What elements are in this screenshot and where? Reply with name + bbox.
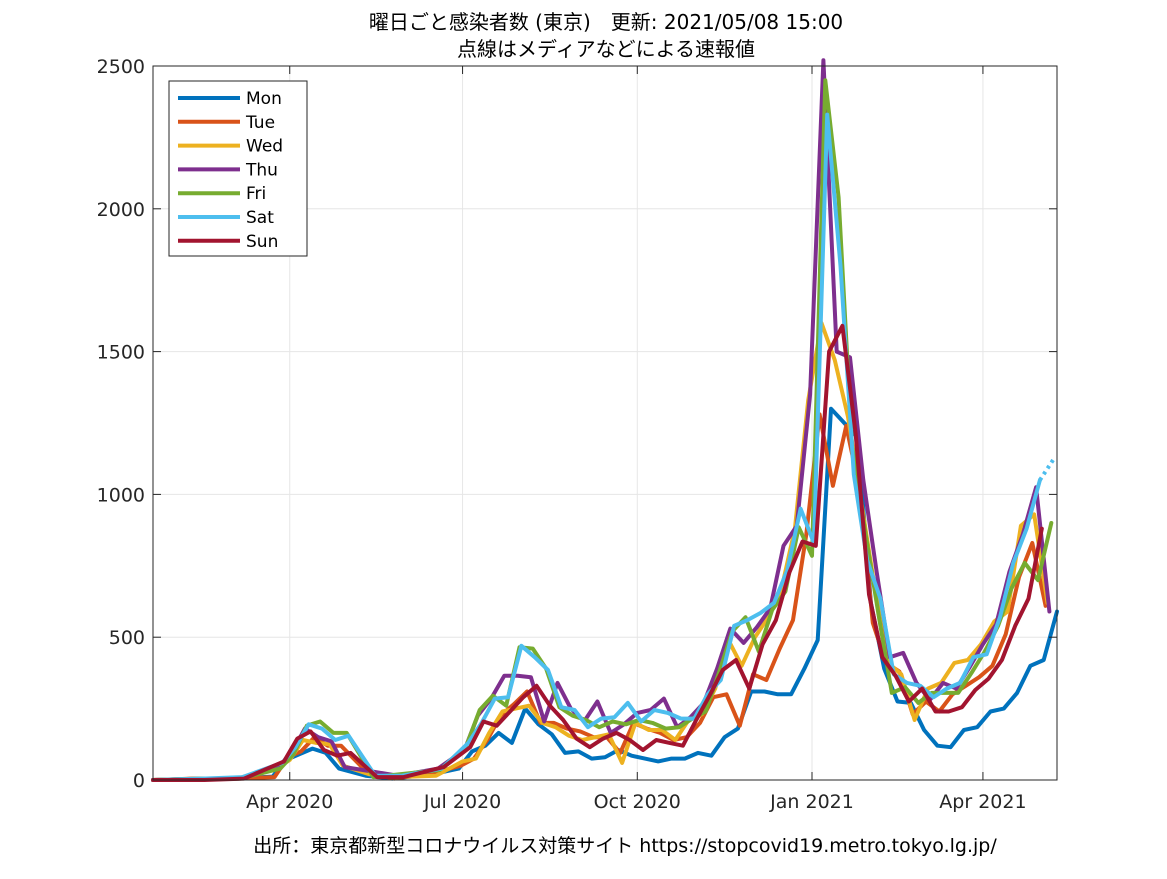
chart-title: 曜日ごと感染者数 (東京) 更新: 2021/05/08 15:00 [369,10,843,34]
x-tick-label: Jul 2020 [423,791,501,813]
legend-label-sun: Sun [246,232,278,252]
grid-lines [153,65,1057,781]
y-tick-label: 1500 [97,342,145,364]
x-tick-label: Jan 2021 [769,791,854,813]
y-tick-label: 2500 [97,56,145,78]
y-tick-label: 1000 [97,484,145,506]
plot-frame [152,65,1058,781]
legend-label-fri: Fri [246,184,266,204]
legend-label-thu: Thu [245,160,278,180]
x-tick-label: Apr 2021 [939,791,1026,813]
legend-label-wed: Wed [246,137,283,157]
series-layer [151,58,1059,782]
chart-subtitle: 点線はメディアなどによる速報値 [457,37,755,61]
legend: Mon Tue Wed Thu Fri Sat Sun [168,80,308,257]
y-tick-label: 0 [133,770,145,792]
y-tick-label: 2000 [97,199,145,221]
source-caption: 出所：東京都新型コロナウイルス対策サイト https://stopcovid19… [253,835,997,857]
series-line-sun [151,323,1044,782]
legend-label-mon: Mon [246,89,282,109]
legend-label-tue: Tue [245,113,275,133]
x-tick-label: Oct 2020 [594,791,681,813]
legend-label-sat: Sat [246,208,274,228]
y-tick-label: 500 [109,627,145,649]
x-tick-label: Apr 2020 [246,791,333,813]
axis-labels: 0 500 1000 1500 2000 2500 Apr 2020 Jul 2020 Oct … [97,56,1057,813]
